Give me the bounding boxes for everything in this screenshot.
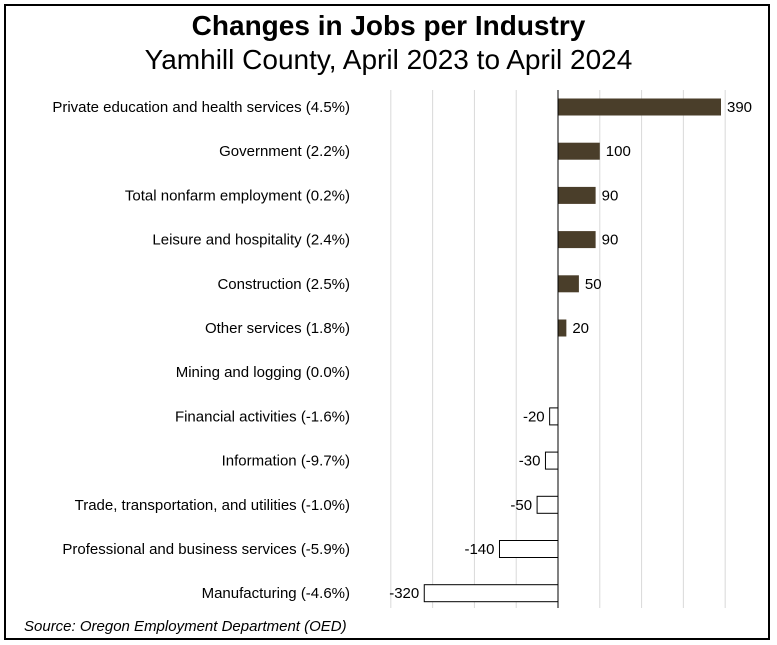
value-label: 20 xyxy=(572,320,589,337)
bar xyxy=(558,186,596,204)
gridlines xyxy=(390,90,726,608)
category-label: Construction (2.5%) xyxy=(217,276,350,293)
bar xyxy=(558,142,600,160)
bar xyxy=(423,584,559,603)
bars xyxy=(423,98,721,603)
bar xyxy=(544,451,559,470)
value-labels: 390 100 90 90 50 20 -20 -30 -50 -140 -320 xyxy=(389,99,752,602)
category-label: Mining and logging (0.0%) xyxy=(176,364,350,381)
category-label: Financial activities (-1.6%) xyxy=(175,408,350,425)
category-label: Manufacturing (-4.6%) xyxy=(202,585,350,602)
category-label: Government (2.2%) xyxy=(219,143,350,160)
category-label: Other services (1.8%) xyxy=(205,320,350,337)
category-label: Leisure and hospitality (2.4%) xyxy=(152,232,350,249)
value-label: -50 xyxy=(510,497,532,514)
value-label: 90 xyxy=(602,232,619,249)
chart-subtitle: Yamhill County, April 2023 to April 2024 xyxy=(144,44,633,75)
value-label: 390 xyxy=(727,99,752,116)
bar xyxy=(498,540,559,558)
chart-source: Source: Oregon Employment Department (OE… xyxy=(24,618,347,635)
bar xyxy=(558,98,721,116)
category-labels: Private education and health services (4… xyxy=(52,99,350,602)
bar xyxy=(549,407,559,426)
category-label: Private education and health services (4… xyxy=(52,99,350,116)
value-label: -140 xyxy=(464,541,494,558)
category-label: Total nonfarm employment (0.2%) xyxy=(125,187,350,204)
category-label: Professional and business services (-5.9… xyxy=(62,541,350,558)
category-label: Information (-9.7%) xyxy=(222,453,350,470)
value-label: -30 xyxy=(519,453,541,470)
value-label: -20 xyxy=(523,408,545,425)
chart-title: Changes in Jobs per Industry xyxy=(191,10,586,41)
value-label: 90 xyxy=(602,187,619,204)
bar xyxy=(558,319,567,337)
value-label: 50 xyxy=(585,276,602,293)
value-label: 100 xyxy=(606,143,631,160)
bar xyxy=(536,495,559,514)
value-label: -320 xyxy=(389,585,419,602)
bar xyxy=(558,231,596,249)
bar xyxy=(558,275,579,293)
category-label: Trade, transportation, and utilities (-1… xyxy=(75,497,350,514)
